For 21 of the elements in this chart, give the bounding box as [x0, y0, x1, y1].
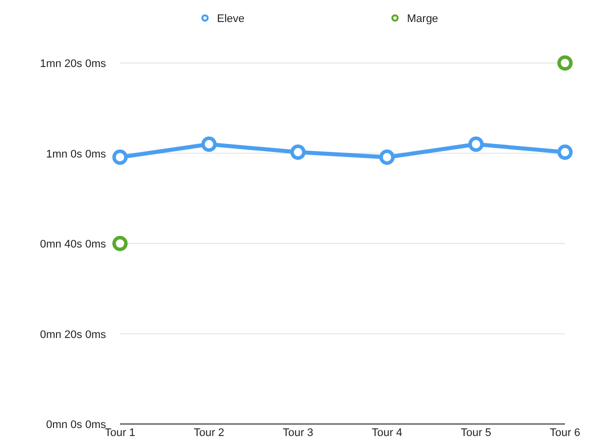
point	[201, 136, 217, 152]
x-tick-label: Tour 1	[104, 426, 136, 439]
text: 1mn 0s 0ms	[46, 148, 106, 160]
point	[468, 136, 484, 152]
text: 1mn 20s 0ms	[40, 58, 106, 70]
point	[379, 150, 395, 165]
text: 0mn 40s 0ms	[40, 238, 106, 250]
x-tick-label: Tour 2	[194, 426, 224, 439]
text: 0mn 20s 0ms	[40, 328, 106, 341]
x-tick-label: Tour 4	[372, 426, 402, 439]
text: 0mn 0s 0ms	[46, 419, 106, 431]
point	[112, 150, 128, 165]
legend-label: Eleve	[217, 13, 245, 25]
point	[290, 144, 306, 160]
x-tick-label: Tour 6	[550, 426, 580, 439]
x-tick-label: Tour 5	[460, 426, 492, 439]
legend-label: Marge	[407, 13, 438, 25]
point	[557, 144, 573, 160]
x-tick-label: Tour 3	[282, 426, 314, 439]
point	[557, 55, 573, 71]
point	[112, 236, 128, 252]
